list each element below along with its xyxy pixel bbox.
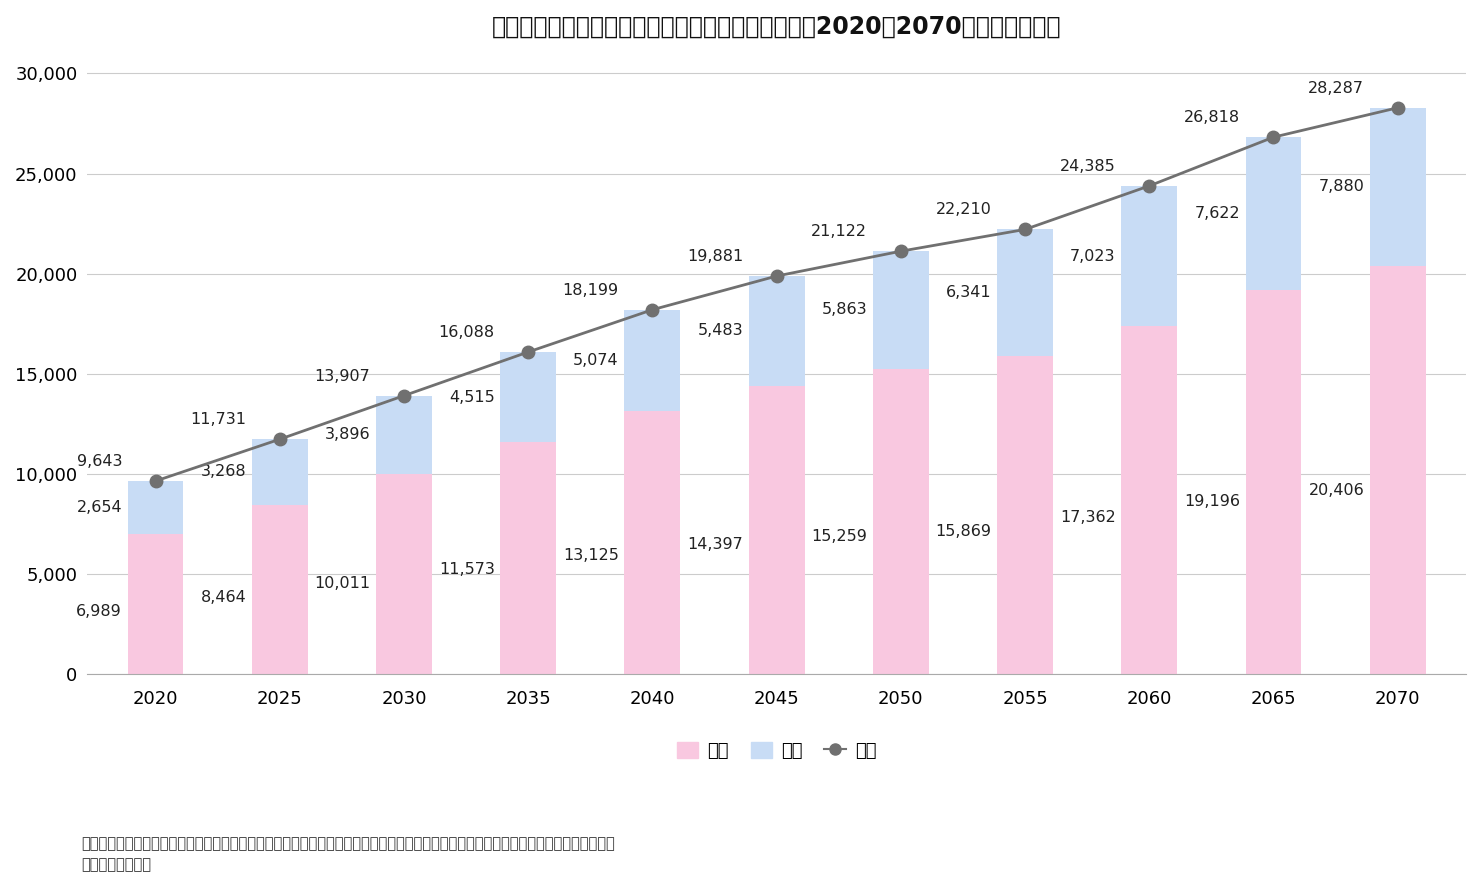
Text: 出所：「国立社会保障・人口問題研究所の日本の将来推計（全国版）の全国将来推計人口値」及び「、認知症有病率推定数学モデル」を: 出所：「国立社会保障・人口問題研究所の日本の将来推計（全国版）の全国将来推計人口… [81, 837, 615, 851]
Text: 11,573: 11,573 [438, 562, 495, 577]
Text: 5,074: 5,074 [573, 353, 619, 368]
Bar [749, 385, 804, 675]
Bar [376, 474, 432, 675]
Text: 用いて筆者が推計: 用いて筆者が推計 [81, 857, 151, 872]
Text: 7,880: 7,880 [1318, 180, 1364, 194]
Text: 6,341: 6,341 [946, 286, 991, 300]
Bar [501, 352, 557, 442]
Bar [127, 534, 184, 675]
Bar [1246, 290, 1302, 675]
Text: 10,011: 10,011 [314, 576, 370, 591]
Bar [997, 357, 1053, 675]
Bar [376, 396, 432, 474]
Bar [625, 412, 680, 675]
Text: 3,268: 3,268 [200, 464, 246, 479]
Text: 28,287: 28,287 [1308, 81, 1364, 95]
Text: 19,196: 19,196 [1183, 494, 1240, 509]
Text: 5,483: 5,483 [698, 323, 743, 338]
Bar [1121, 327, 1177, 675]
Text: 2,654: 2,654 [77, 500, 121, 515]
Text: 15,259: 15,259 [812, 529, 868, 544]
Text: 9,643: 9,643 [77, 454, 121, 469]
Bar [252, 505, 308, 675]
Title: 図表３．男女別、認知症数（推計値）の年次推移（2020－2070年）単位：千人: 図表３．男女別、認知症数（推計値）の年次推移（2020－2070年）単位：千人 [492, 15, 1062, 39]
Text: 4,515: 4,515 [449, 390, 495, 405]
Text: 21,122: 21,122 [812, 224, 868, 239]
Bar [872, 251, 929, 369]
Text: 26,818: 26,818 [1183, 110, 1240, 125]
Bar [1121, 186, 1177, 327]
Bar [501, 442, 557, 675]
Bar [252, 439, 308, 505]
Text: 18,199: 18,199 [563, 283, 619, 298]
Bar [1370, 265, 1426, 675]
Bar [625, 310, 680, 412]
Bar [127, 481, 184, 534]
Legend: 女性, 男性, 総数: 女性, 男性, 総数 [668, 732, 886, 769]
Text: 5,863: 5,863 [822, 302, 868, 317]
Text: 15,869: 15,869 [936, 524, 991, 539]
Bar [997, 230, 1053, 357]
Bar [749, 276, 804, 385]
Text: 14,397: 14,397 [687, 537, 743, 552]
Text: 19,881: 19,881 [687, 249, 743, 264]
Text: 13,125: 13,125 [563, 548, 619, 563]
Text: 7,023: 7,023 [1071, 249, 1115, 264]
Bar [872, 369, 929, 675]
Bar [1246, 138, 1302, 290]
Bar [1370, 108, 1426, 265]
Text: 16,088: 16,088 [438, 325, 495, 340]
Text: 11,731: 11,731 [190, 413, 246, 427]
Text: 8,464: 8,464 [200, 590, 246, 605]
Text: 3,896: 3,896 [324, 427, 370, 442]
Text: 17,362: 17,362 [1060, 510, 1115, 526]
Text: 13,907: 13,907 [314, 369, 370, 384]
Text: 20,406: 20,406 [1308, 483, 1364, 498]
Text: 22,210: 22,210 [936, 202, 991, 217]
Text: 6,989: 6,989 [76, 604, 121, 618]
Text: 7,622: 7,622 [1194, 206, 1240, 221]
Text: 24,385: 24,385 [1060, 159, 1115, 173]
